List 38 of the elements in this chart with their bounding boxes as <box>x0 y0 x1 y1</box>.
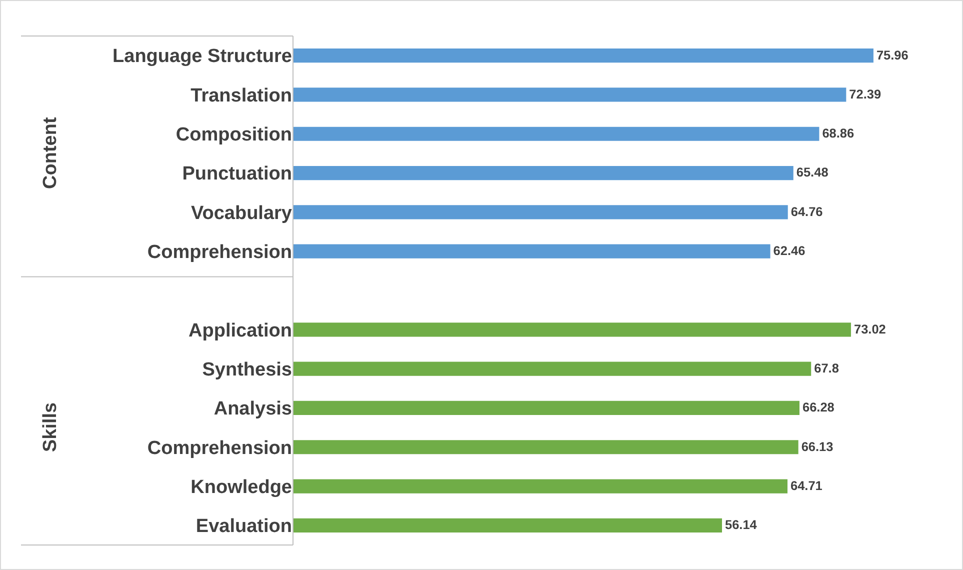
y-tick-label: Comprehension <box>147 438 292 459</box>
data-label: 67.8 <box>814 360 839 376</box>
data-label: 56.14 <box>725 517 758 532</box>
bar <box>293 322 851 337</box>
bar <box>293 400 800 416</box>
y-tick-label: Analysis <box>214 398 292 420</box>
y-tick-label: Vocabulary <box>190 202 292 224</box>
y-tick-label: Translation <box>190 85 292 106</box>
data-label: 72.39 <box>849 86 882 102</box>
bar <box>293 440 798 454</box>
bar <box>293 479 788 494</box>
y-tick-label: Synthesis <box>202 359 292 380</box>
data-label: 73.02 <box>854 321 886 336</box>
bar <box>293 166 794 180</box>
data-label: 64.76 <box>790 204 823 219</box>
data-label: 66.13 <box>801 438 834 454</box>
y-tick-label: Composition <box>176 124 292 146</box>
bar <box>293 48 874 63</box>
data-label: 62.46 <box>773 243 806 258</box>
y-tick-label: Language Structure <box>112 46 292 68</box>
y-tick-label: Knowledge <box>190 476 292 498</box>
data-label: 66.28 <box>802 400 834 415</box>
bar <box>293 362 812 376</box>
y-tick-label: Application <box>188 320 292 342</box>
data-label: 75.96 <box>876 47 908 62</box>
data-label: 64.71 <box>790 478 822 493</box>
bar <box>293 244 770 258</box>
text: Skills <box>40 402 61 452</box>
text: Content <box>40 116 62 189</box>
bar <box>293 126 820 141</box>
bar <box>293 518 722 532</box>
y-tick-label: Comprehension <box>147 242 292 263</box>
y-tick-label: Evaluation <box>196 516 292 538</box>
data-label: 65.48 <box>796 164 828 180</box>
bar <box>293 88 846 102</box>
bar <box>293 205 788 220</box>
data-label: 68.86 <box>822 126 854 141</box>
y-tick-label: Punctuation <box>182 164 292 185</box>
